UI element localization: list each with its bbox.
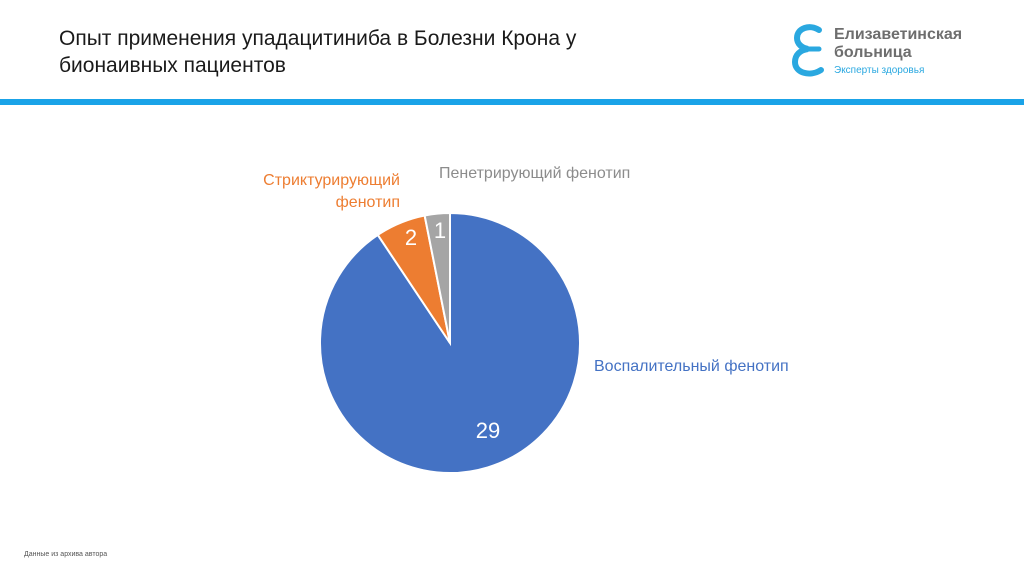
- page-title-line-2: бионаивных пациентов: [59, 54, 286, 77]
- data-label-strictures: 2: [405, 225, 417, 250]
- logo-name-line-2: больница: [834, 44, 912, 61]
- legend-label-strictures: Стриктурирующий фенотип: [263, 170, 400, 214]
- hospital-logo: Елизаветинская больница Эксперты здоровь…: [792, 22, 992, 82]
- page-title-line-1: Опыт применения упадацитиниба в Болезни …: [59, 27, 577, 50]
- data-label-penetrating: 1: [434, 218, 446, 243]
- pie-slice-penetrating: [423, 211, 451, 344]
- header-divider: [0, 99, 1024, 105]
- legend-label-inflammatory: Воспалительный фенотип: [594, 358, 789, 375]
- legend-label-strictures-line-2: фенотип: [335, 194, 400, 211]
- e-letter-logo-icon: [792, 24, 824, 77]
- logo-name-line-1: Елизаветинская: [834, 26, 963, 43]
- logo-name: Елизаветинская больница: [834, 26, 962, 62]
- data-label-inflammatory: 29: [476, 418, 500, 443]
- logo-tagline: Эксперты здоровья: [834, 65, 925, 76]
- source-footnote: Данные из архива автора: [24, 551, 108, 558]
- page-title: Опыт применения упадацитиниба в Болезни …: [59, 25, 699, 79]
- legend-label-penetrating: Пенетрирующий фенотип: [439, 165, 631, 182]
- legend-label-strictures-line-1: Стриктурирующий: [263, 172, 400, 189]
